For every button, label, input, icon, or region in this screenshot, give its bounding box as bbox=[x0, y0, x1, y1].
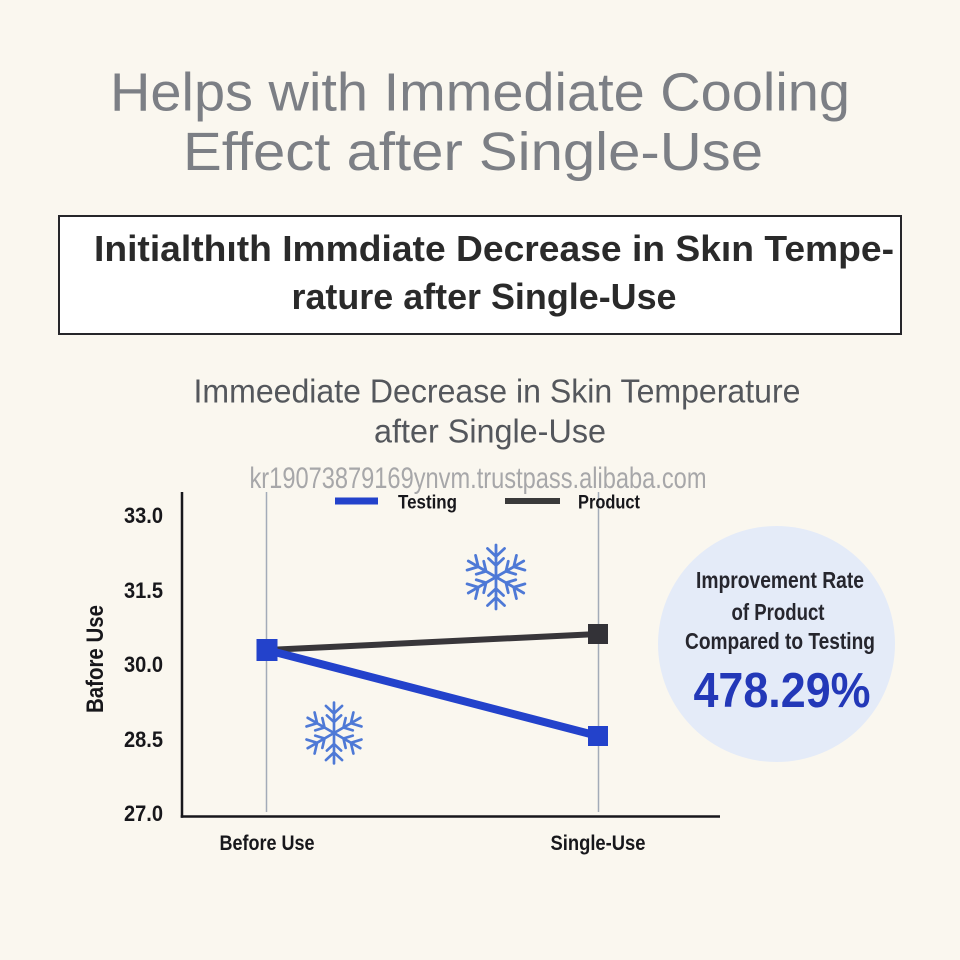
svg-text:after Single-Use: after Single-Use bbox=[374, 414, 606, 451]
svg-text:Bafore Use: Bafore Use bbox=[82, 605, 109, 713]
svg-text:27.0: 27.0 bbox=[124, 801, 163, 826]
svg-text:Product: Product bbox=[578, 493, 641, 514]
svg-text:Before Use: Before Use bbox=[220, 832, 315, 855]
svg-text:Immeediate Decrease in Skin Te: Immeediate Decrease in Skin Temperature bbox=[194, 374, 801, 411]
svg-text:28.5: 28.5 bbox=[124, 727, 163, 752]
svg-text:31.5: 31.5 bbox=[124, 578, 163, 603]
svg-text:of Product: of Product bbox=[732, 599, 825, 625]
svg-text:Single-Use: Single-Use bbox=[551, 832, 646, 855]
svg-text:Testing: Testing bbox=[398, 493, 457, 514]
svg-text:Compared to Testing: Compared to Testing bbox=[685, 628, 875, 654]
svg-text:Helps with Immediate Cooling: Helps with Immediate Cooling bbox=[110, 63, 850, 123]
svg-text:rature after Single-Use: rature after Single-Use bbox=[292, 276, 677, 317]
svg-text:478.29%: 478.29% bbox=[694, 664, 871, 718]
svg-text:Improvement Rate: Improvement Rate bbox=[696, 567, 864, 593]
svg-text:kr19073879169ynvm.trustpass.al: kr19073879169ynvm.trustpass.alibaba.com bbox=[250, 462, 707, 495]
svg-text:Effect after Single-Use: Effect after Single-Use bbox=[183, 122, 763, 182]
svg-text:30.0: 30.0 bbox=[124, 652, 163, 677]
svg-text:33.0: 33.0 bbox=[124, 503, 163, 528]
svg-text:Initialthıth Immdiate Decrease: Initialthıth Immdiate Decrease in Skın T… bbox=[94, 228, 894, 269]
